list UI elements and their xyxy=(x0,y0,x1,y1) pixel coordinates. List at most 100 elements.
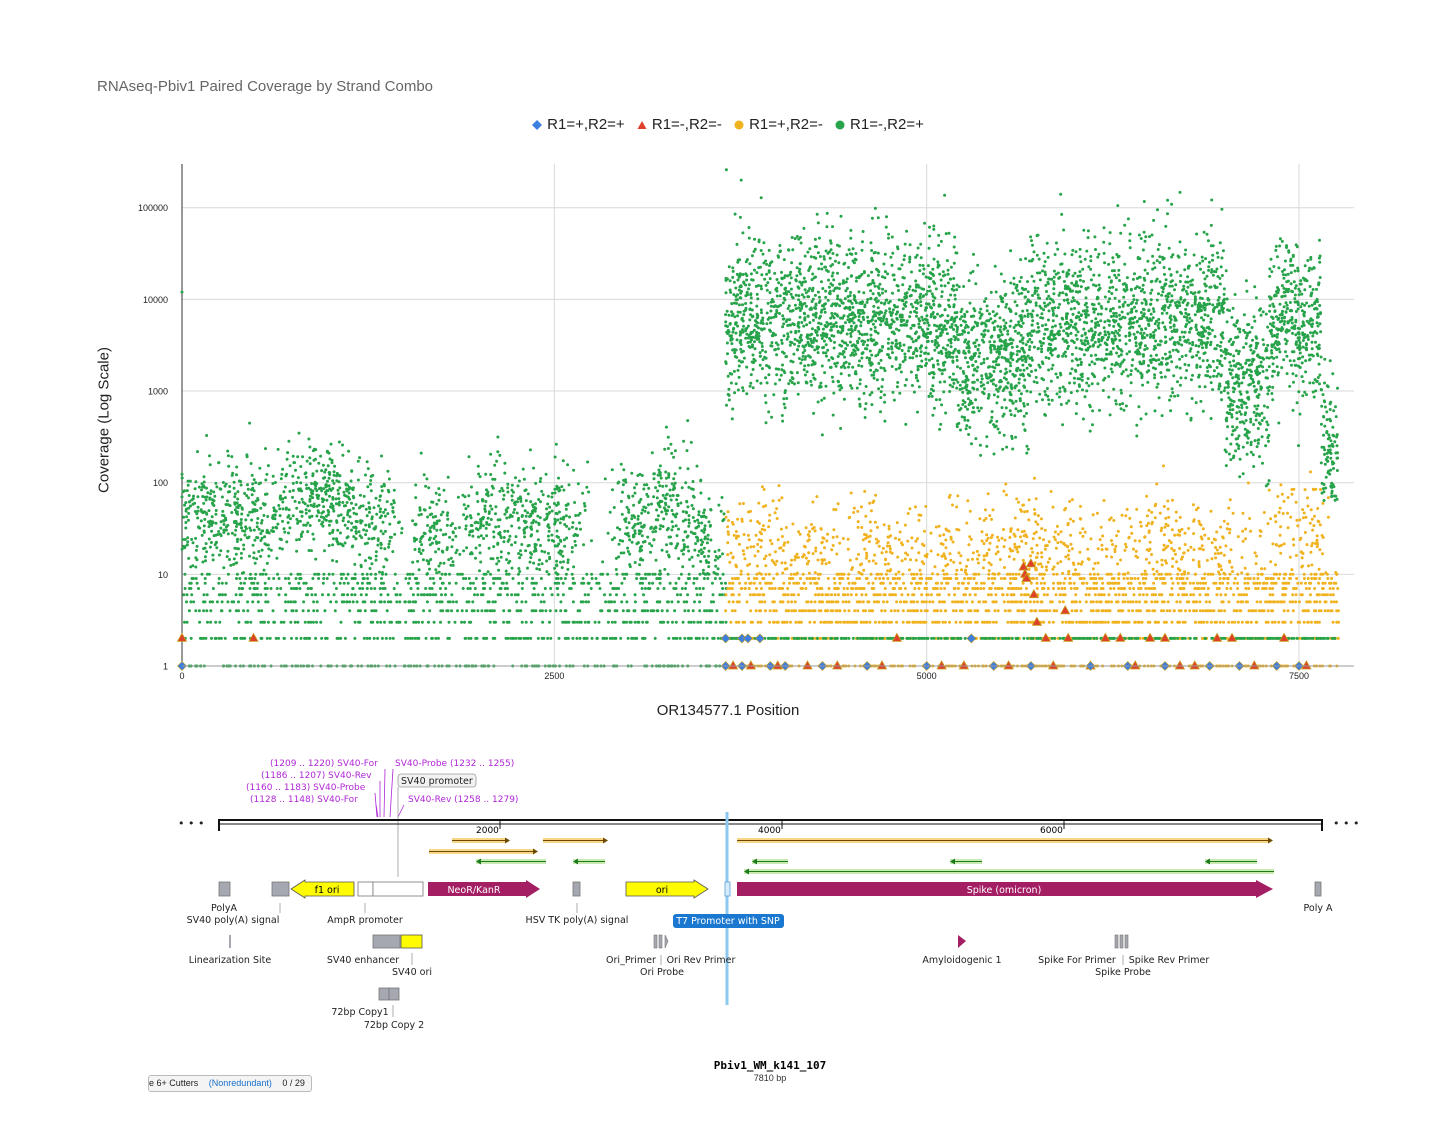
data-point xyxy=(493,636,497,640)
data-point xyxy=(325,636,329,640)
data-point xyxy=(707,554,710,558)
data-point xyxy=(291,514,295,518)
data-point xyxy=(520,514,524,517)
data-point xyxy=(234,609,238,613)
data-point xyxy=(571,600,575,604)
data-point xyxy=(1063,577,1067,580)
data-point xyxy=(469,581,473,585)
data-point xyxy=(353,562,357,566)
data-point xyxy=(955,577,959,580)
data-point xyxy=(830,548,834,552)
data-point xyxy=(522,636,526,640)
data-point xyxy=(1155,482,1159,486)
data-point xyxy=(1106,620,1110,624)
data-point xyxy=(1310,577,1314,580)
data-point xyxy=(759,545,763,549)
data-point xyxy=(897,538,901,542)
data-point xyxy=(698,609,702,613)
data-point xyxy=(187,609,191,613)
data-point xyxy=(772,620,776,624)
data-point xyxy=(209,609,213,613)
data-point xyxy=(1336,609,1340,613)
data-point xyxy=(559,577,563,580)
data-point xyxy=(1088,620,1092,624)
data-point xyxy=(606,572,610,576)
data-point xyxy=(442,488,446,492)
data-point xyxy=(300,497,304,501)
data-point xyxy=(187,511,191,515)
data-point xyxy=(661,493,665,497)
data-point xyxy=(991,581,995,585)
legend-item-mp[interactable]: R1=-,R2=+ xyxy=(835,116,924,133)
data-point xyxy=(1015,600,1019,604)
data-point xyxy=(1300,593,1304,597)
data-point xyxy=(1134,600,1138,604)
data-point xyxy=(532,581,536,585)
data-point xyxy=(327,544,331,547)
data-point xyxy=(332,473,336,477)
data-point xyxy=(935,587,939,590)
data-point xyxy=(715,609,719,613)
data-point xyxy=(746,572,750,576)
data-point xyxy=(709,508,713,511)
data-point xyxy=(714,564,718,568)
data-point xyxy=(490,493,494,497)
data-point xyxy=(362,577,366,580)
data-point xyxy=(692,581,696,585)
data-point xyxy=(728,581,732,585)
legend-item-pp[interactable]: R1=+,R2=+ xyxy=(532,116,625,133)
data-point xyxy=(666,620,670,624)
data-point xyxy=(239,483,243,487)
data-point xyxy=(412,536,416,540)
data-point xyxy=(220,600,224,604)
data-point xyxy=(786,587,790,590)
data-point xyxy=(1059,560,1063,564)
circle-marker-icon xyxy=(835,120,845,130)
data-point xyxy=(1116,600,1120,604)
data-point xyxy=(991,572,995,576)
data-point xyxy=(1043,572,1046,576)
legend-item-mm[interactable]: R1=-,R2=- xyxy=(637,116,722,133)
data-point xyxy=(194,536,198,540)
data-point xyxy=(261,529,265,533)
data-point xyxy=(530,581,534,585)
data-point xyxy=(275,556,279,560)
data-point xyxy=(541,593,545,597)
data-point xyxy=(428,577,432,580)
data-point xyxy=(531,577,534,580)
data-point xyxy=(530,533,534,537)
data-point xyxy=(924,581,928,585)
data-point xyxy=(288,581,291,585)
data-point xyxy=(1329,581,1333,585)
data-point xyxy=(657,503,661,507)
data-point xyxy=(423,508,427,512)
data-point xyxy=(936,572,940,576)
data-point xyxy=(215,546,219,550)
data-point xyxy=(1245,593,1248,597)
data-point xyxy=(450,593,454,597)
data-point xyxy=(976,609,980,613)
data-point xyxy=(253,538,257,542)
data-point xyxy=(873,553,877,557)
data-point xyxy=(355,512,358,516)
data-point xyxy=(533,593,537,597)
data-point xyxy=(799,620,803,624)
data-point xyxy=(609,581,613,585)
data-point xyxy=(578,609,582,613)
data-point xyxy=(1091,567,1095,571)
legend-item-pm[interactable]: R1=+,R2=- xyxy=(734,116,823,133)
data-point xyxy=(508,609,512,613)
data-point xyxy=(447,620,451,624)
data-point xyxy=(284,609,288,613)
data-point xyxy=(467,533,471,537)
data-point xyxy=(485,636,489,640)
data-point xyxy=(428,587,432,590)
data-point xyxy=(255,525,259,529)
data-point xyxy=(680,486,684,490)
data-point xyxy=(557,486,561,490)
data-point xyxy=(556,572,560,576)
data-point xyxy=(1024,600,1028,604)
data-point xyxy=(526,511,530,515)
data-point xyxy=(224,516,227,520)
